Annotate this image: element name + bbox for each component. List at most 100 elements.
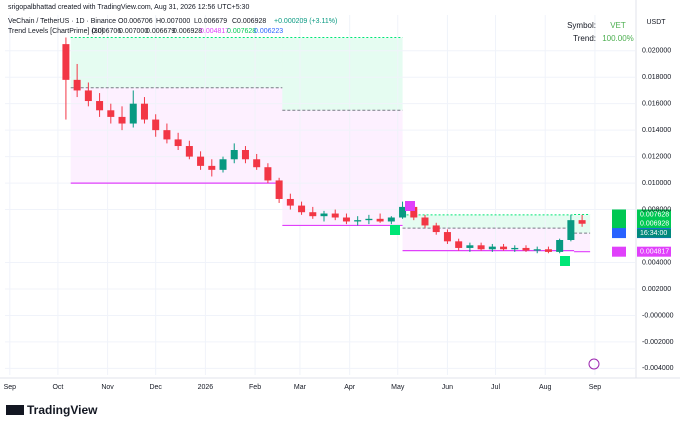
indicator-value: 0.006706 — [92, 28, 121, 35]
signal-marker — [405, 201, 415, 211]
candle-body — [286, 198, 294, 206]
candle-body — [241, 150, 249, 160]
info-value: 100.00% — [602, 34, 634, 43]
x-tick-label: Jul — [491, 384, 500, 391]
x-tick-label: Jun — [442, 384, 453, 391]
candle-body — [264, 167, 272, 181]
info-label: Trend: — [573, 34, 596, 43]
currency: USDT — [646, 19, 666, 26]
candle-body — [488, 246, 496, 250]
info-label: Symbol: — [567, 21, 596, 30]
candle-body — [387, 217, 395, 222]
candle-body — [578, 220, 586, 224]
candle-body — [399, 206, 407, 218]
candle-body — [342, 217, 350, 222]
candle-body — [185, 146, 193, 157]
candle-body — [410, 206, 418, 218]
y-tick-label: -0.000000 — [642, 312, 674, 319]
indicator-value: 0.007628 — [227, 28, 256, 35]
x-tick-label: Feb — [249, 384, 261, 391]
countdown: 16:34:00 — [640, 230, 667, 237]
price-tag-label: 0.007628 — [640, 211, 669, 218]
bear-zone — [574, 233, 591, 252]
candle-body — [84, 90, 92, 102]
candle-body — [376, 218, 384, 222]
candle-body — [354, 220, 362, 222]
candle-body — [107, 110, 115, 117]
bull-zone — [70, 37, 283, 88]
x-tick-label: May — [391, 384, 405, 391]
candle-body — [556, 240, 564, 252]
y-tick-label: 0.018000 — [642, 74, 671, 81]
indicator-value: 0.006928 — [173, 28, 202, 35]
candle-body — [331, 213, 339, 218]
candle-body — [219, 159, 227, 170]
candle-body — [253, 159, 261, 168]
indicator-value: 0.006679 — [146, 28, 175, 35]
indicator-value: 0.006223 — [254, 28, 283, 35]
x-tick-label: Apr — [344, 384, 356, 391]
indicator-value: 0.004817 — [200, 28, 229, 35]
x-tick-label: Dec — [149, 384, 162, 391]
candle-body — [544, 249, 552, 252]
candle-body — [96, 101, 104, 111]
candle-body — [163, 130, 171, 140]
info-value: VET — [610, 21, 626, 30]
levels — [70, 37, 591, 253]
y-tick-label: 0.014000 — [642, 127, 671, 134]
candle-body — [118, 116, 126, 124]
x-tick-label: Sep — [4, 384, 17, 391]
indicator-title: Trend Levels [ChartPrime] (30) — [8, 28, 104, 35]
x-tick-label: Sep — [589, 384, 602, 391]
ohlc-value: +0.000209 (+3.11%) — [274, 18, 337, 25]
x-tick-label: 2026 — [198, 384, 214, 391]
candle-body — [152, 119, 160, 131]
candle-body — [455, 241, 463, 248]
x-tick-label: Mar — [294, 384, 307, 391]
bull-zone — [282, 37, 403, 111]
candle-body — [208, 165, 216, 170]
y-tick-label: 0.010000 — [642, 180, 671, 187]
ohlc-value: O0.006706 — [118, 18, 153, 25]
candle-body — [522, 247, 530, 251]
candle-body — [533, 249, 541, 251]
candle-body — [230, 150, 238, 160]
symbol-title: VeChain / TetherUS · 1D · Binance — [8, 18, 116, 25]
y-tick-label: 0.002000 — [642, 286, 671, 293]
watermark: srigopalbhattad created with TradingView… — [8, 4, 249, 11]
candle-body — [309, 212, 317, 217]
candle-body — [432, 225, 440, 233]
candle-body — [320, 213, 328, 217]
candle-body — [511, 247, 519, 250]
price-tag — [637, 218, 671, 229]
ohlc-value: H0.007000 — [156, 18, 190, 25]
y-tick-label: 0.012000 — [642, 153, 671, 160]
y-tick-label: -0.002000 — [642, 339, 674, 346]
grid — [5, 15, 635, 375]
signal-marker — [390, 225, 400, 235]
y-tick-label: 0.008000 — [642, 206, 671, 213]
x-tick-label: Aug — [539, 384, 552, 391]
bull-zone — [402, 214, 575, 229]
candle-body — [466, 245, 474, 248]
price-tag — [637, 209, 671, 220]
candle-body — [73, 79, 81, 91]
price-tag-label: 0.004817 — [640, 249, 669, 256]
brand: TradingView — [27, 403, 98, 417]
level-marker — [612, 209, 626, 220]
price-tag-label: 0.006928 — [640, 221, 669, 228]
signal-marker — [560, 256, 570, 266]
x-tick-label: Nov — [101, 384, 114, 391]
candle-body — [477, 245, 485, 250]
candle-body — [567, 220, 575, 240]
y-tick-label: 0.020000 — [642, 48, 671, 55]
y-tick-label: -0.004000 — [642, 365, 674, 372]
candles — [62, 37, 586, 254]
candle-body — [62, 44, 70, 80]
ohlc-value: C0.006928 — [232, 18, 266, 25]
candle-body — [140, 103, 148, 120]
